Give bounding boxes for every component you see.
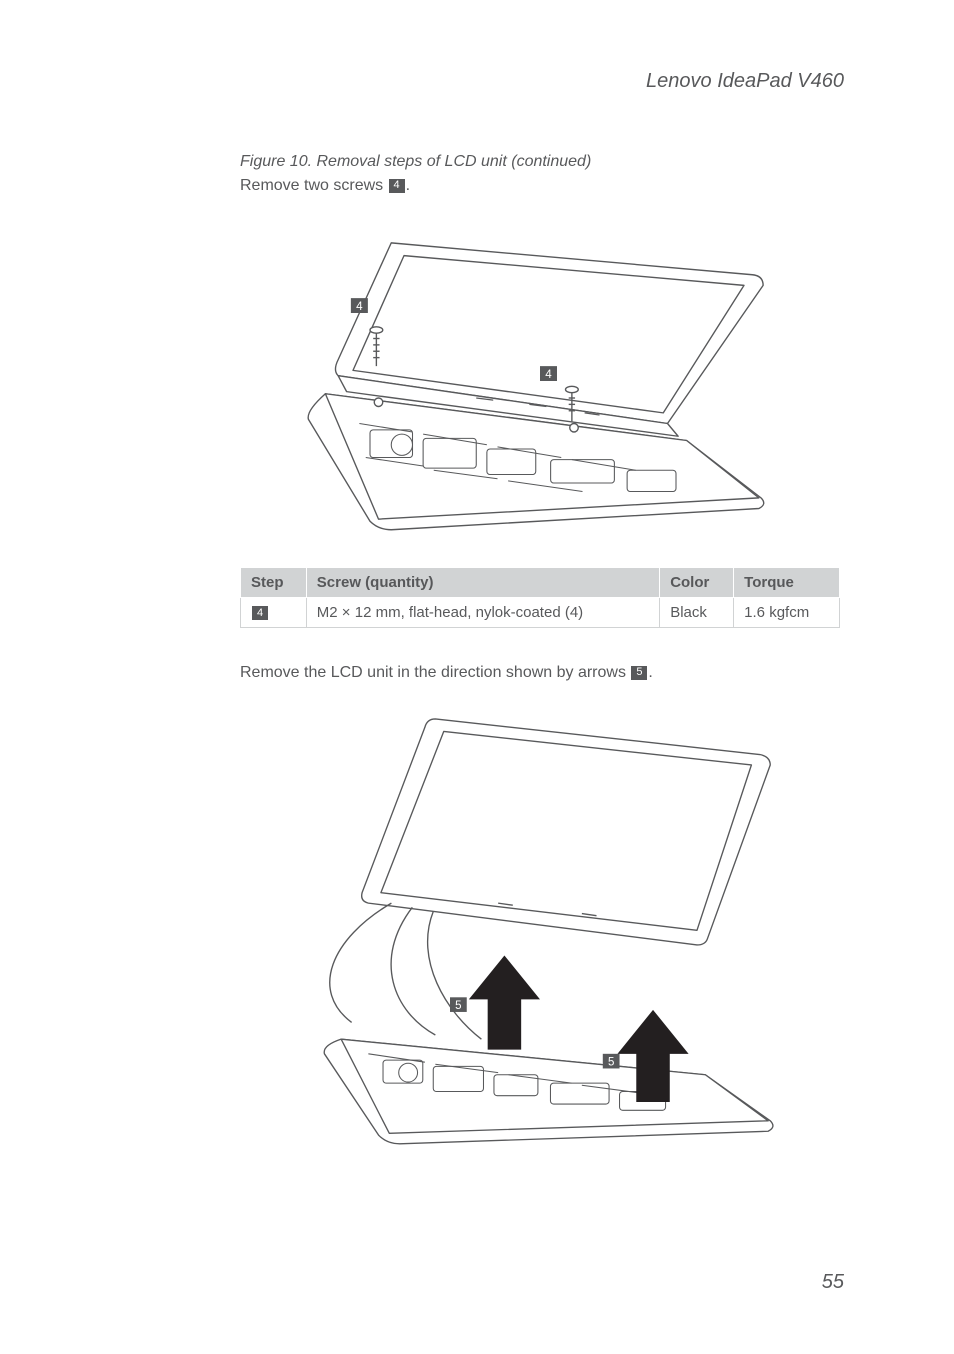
col-screw: Screw (quantity)	[306, 568, 659, 598]
col-torque: Torque	[734, 568, 840, 598]
page: Lenovo IdeaPad V460 Figure 10. Removal s…	[0, 0, 954, 1354]
step5-suffix: .	[648, 664, 652, 681]
callout-5-right: 5	[608, 1056, 614, 1068]
step4-prefix: Remove two screws	[240, 177, 388, 194]
callout-marker-5: 5	[631, 666, 647, 680]
cell-screw: M2 × 12 mm, flat-head, nylok-coated (4)	[306, 598, 659, 628]
col-color: Color	[660, 568, 734, 598]
step5-intro: Remove the LCD unit in the direction sho…	[240, 664, 844, 682]
screw-table: Step Screw (quantity) Color Torque 4 M2 …	[240, 567, 840, 628]
step4-suffix: .	[406, 177, 410, 194]
page-number: 55	[822, 1271, 844, 1294]
callout-marker-4: 4	[389, 179, 405, 193]
callout-5-left: 5	[455, 1000, 461, 1012]
figure-caption: Figure 10. Removal steps of LCD unit (co…	[240, 153, 844, 171]
page-header: Lenovo IdeaPad V460	[110, 70, 844, 93]
doc-title: Lenovo IdeaPad V460	[646, 70, 844, 92]
callout-4-right: 4	[545, 368, 552, 381]
table-row: 4 M2 × 12 mm, flat-head, nylok-coated (4…	[241, 598, 840, 628]
diagram-lcd-screws: 4 4	[240, 211, 840, 551]
step4-intro: Remove two screws 4.	[240, 177, 844, 195]
table-header-row: Step Screw (quantity) Color Torque	[241, 568, 840, 598]
step5-prefix: Remove the LCD unit in the direction sho…	[240, 664, 630, 681]
cell-step: 4	[241, 598, 307, 628]
cell-torque: 1.6 kgfcm	[734, 598, 840, 628]
table-step-marker: 4	[252, 606, 268, 620]
diagram-lcd-remove: 5 5	[240, 698, 840, 1148]
cell-color: Black	[660, 598, 734, 628]
callout-4-left: 4	[356, 300, 363, 313]
col-step: Step	[241, 568, 307, 598]
